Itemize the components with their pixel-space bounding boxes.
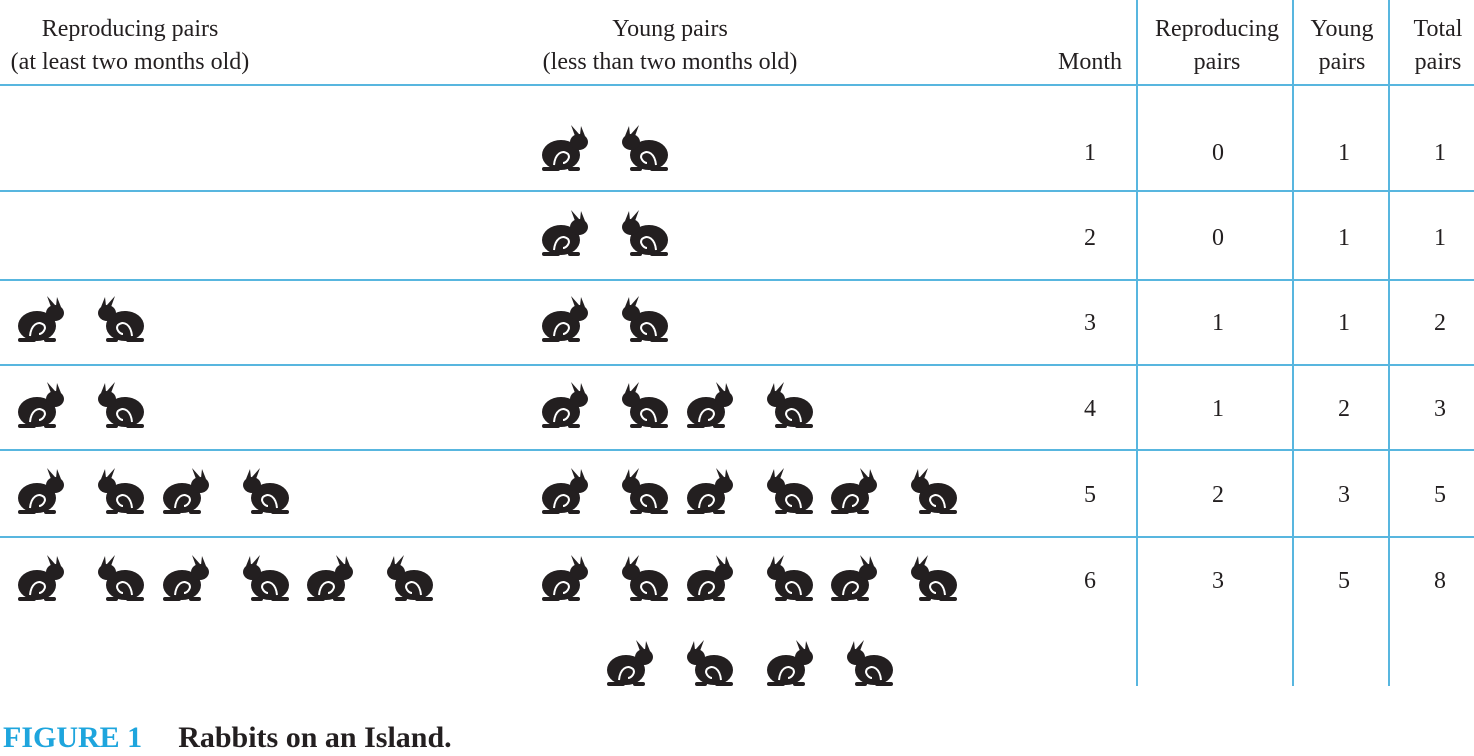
- header-reproducing-visual: Reproducing pairs (at least two months o…: [0, 13, 260, 79]
- header-line: Young: [1310, 16, 1374, 42]
- row-divider: [0, 536, 1474, 538]
- header-rule: [0, 84, 1474, 86]
- rabbit-pair-icon: [17, 296, 145, 343]
- rabbit-pair-icon: [541, 210, 669, 257]
- rabbit-pair-icon: [541, 468, 669, 515]
- total-cell: 1: [1434, 140, 1446, 166]
- rabbit-pair-icon: [686, 468, 814, 515]
- total-cell: 8: [1434, 568, 1446, 594]
- header-line: (less than two months old): [542, 49, 798, 75]
- young-cell: 1: [1338, 310, 1350, 336]
- header-young-visual: Young pairs (less than two months old): [520, 13, 820, 79]
- month-cell: 1: [1084, 140, 1096, 166]
- reproducing-cell: 0: [1212, 140, 1224, 166]
- header-line: pairs: [1414, 49, 1462, 75]
- young-cell: 2: [1338, 396, 1350, 422]
- total-cell: 2: [1434, 310, 1446, 336]
- month-cell: 6: [1084, 568, 1096, 594]
- header-line: Month: [1057, 49, 1122, 75]
- rabbit-pair-icon: [541, 296, 669, 343]
- header-line: Young pairs: [612, 16, 728, 42]
- figure-title: Rabbits on an Island.: [178, 721, 452, 754]
- rabbit-pair-icon: [306, 555, 434, 602]
- row-divider: [0, 279, 1474, 281]
- young-cell: 1: [1338, 225, 1350, 251]
- header-line: (at least two months old): [10, 49, 250, 75]
- rabbit-pair-icon: [162, 555, 290, 602]
- row-divider: [0, 449, 1474, 451]
- header-month: Month: [1040, 46, 1140, 79]
- header-young: Young pairs: [1294, 13, 1390, 79]
- rabbit-pair-icon: [17, 555, 145, 602]
- rabbit-pair-icon: [606, 640, 734, 687]
- month-cell: 4: [1084, 396, 1096, 422]
- reproducing-cell: 2: [1212, 482, 1224, 508]
- row-divider: [0, 190, 1474, 192]
- total-cell: 1: [1434, 225, 1446, 251]
- rabbit-pair-icon: [830, 555, 958, 602]
- young-cell: 5: [1338, 568, 1350, 594]
- rabbit-pair-icon: [766, 640, 894, 687]
- rabbit-pair-icon: [17, 468, 145, 515]
- reproducing-cell: 0: [1212, 225, 1224, 251]
- rabbit-pair-icon: [686, 555, 814, 602]
- rabbit-pair-icon: [541, 125, 669, 172]
- header-line: Reproducing pairs: [41, 16, 219, 42]
- figure-number: FIGURE 1: [3, 721, 143, 754]
- reproducing-cell: 1: [1212, 396, 1224, 422]
- rabbit-pair-icon: [17, 382, 145, 429]
- row-divider: [0, 364, 1474, 366]
- rabbit-pair-icon: [830, 468, 958, 515]
- column-divider: [1388, 0, 1390, 686]
- reproducing-cell: 1: [1212, 310, 1224, 336]
- young-cell: 3: [1338, 482, 1350, 508]
- rabbit-pair-icon: [162, 468, 290, 515]
- figure-caption: FIGURE 1 Rabbits on an Island.: [3, 720, 452, 756]
- header-total: Total pairs: [1390, 13, 1474, 79]
- rabbit-pair-icon: [541, 382, 669, 429]
- rabbit-pair-icon: [541, 555, 669, 602]
- header-line: Reproducing: [1155, 16, 1279, 42]
- month-cell: 2: [1084, 225, 1096, 251]
- column-divider: [1292, 0, 1294, 686]
- rabbit-pair-icon: [686, 382, 814, 429]
- header-reproducing: Reproducing pairs: [1140, 13, 1294, 79]
- reproducing-cell: 3: [1212, 568, 1224, 594]
- young-cell: 1: [1338, 140, 1350, 166]
- column-divider: [1136, 0, 1138, 686]
- header-line: pairs: [1318, 49, 1366, 75]
- total-cell: 5: [1434, 482, 1446, 508]
- month-cell: 5: [1084, 482, 1096, 508]
- header-line: pairs: [1193, 49, 1241, 75]
- header-line: Total: [1413, 16, 1463, 42]
- month-cell: 3: [1084, 310, 1096, 336]
- total-cell: 3: [1434, 396, 1446, 422]
